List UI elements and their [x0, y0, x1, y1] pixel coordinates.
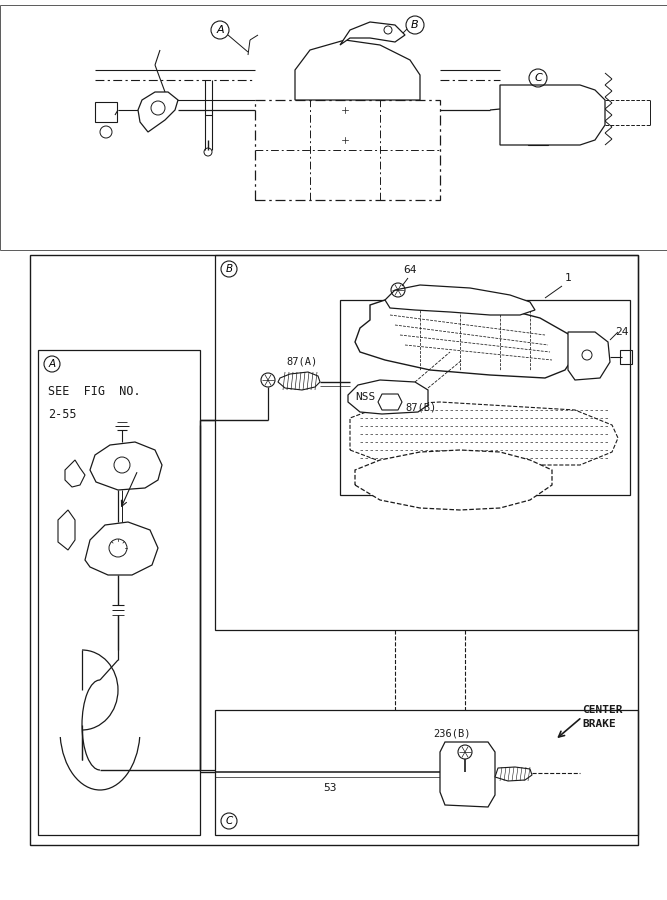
Text: C: C	[534, 73, 542, 83]
Text: 53: 53	[323, 783, 337, 793]
Text: 2-55: 2-55	[48, 408, 77, 421]
Polygon shape	[568, 332, 610, 380]
Polygon shape	[500, 85, 605, 145]
Polygon shape	[385, 285, 535, 315]
Text: CENTER: CENTER	[582, 705, 622, 715]
Polygon shape	[495, 767, 532, 781]
Polygon shape	[65, 460, 85, 487]
Polygon shape	[85, 522, 158, 575]
Polygon shape	[355, 450, 552, 510]
Polygon shape	[378, 394, 402, 410]
Bar	[95, 102, 117, 122]
Bar	[30, 255, 638, 845]
Text: 236(B): 236(B)	[434, 728, 471, 738]
Text: 1: 1	[565, 273, 572, 283]
Text: B: B	[411, 20, 419, 30]
Polygon shape	[90, 442, 162, 490]
Text: BRAKE: BRAKE	[582, 719, 616, 729]
Text: 87(B): 87(B)	[405, 402, 436, 412]
Bar	[215, 710, 638, 835]
Bar	[528, 130, 548, 145]
Text: B: B	[225, 264, 233, 274]
Polygon shape	[278, 372, 320, 390]
Polygon shape	[440, 742, 495, 807]
Polygon shape	[58, 510, 75, 550]
Text: NSS: NSS	[355, 392, 376, 402]
Polygon shape	[255, 100, 440, 200]
Bar	[215, 255, 638, 630]
Polygon shape	[138, 92, 178, 132]
Text: 24: 24	[615, 327, 629, 337]
Text: 87(A): 87(A)	[286, 357, 317, 367]
Polygon shape	[355, 300, 575, 378]
Polygon shape	[295, 40, 420, 100]
Polygon shape	[340, 22, 405, 45]
Text: C: C	[225, 816, 233, 826]
Text: SEE  FIG  NO.: SEE FIG NO.	[48, 385, 141, 398]
Bar	[340, 300, 630, 495]
Text: 64: 64	[404, 265, 417, 275]
Polygon shape	[348, 380, 428, 414]
Bar	[38, 350, 200, 835]
Polygon shape	[350, 402, 618, 465]
Bar	[620, 350, 632, 364]
Text: A: A	[216, 25, 224, 35]
Text: A: A	[49, 359, 55, 369]
